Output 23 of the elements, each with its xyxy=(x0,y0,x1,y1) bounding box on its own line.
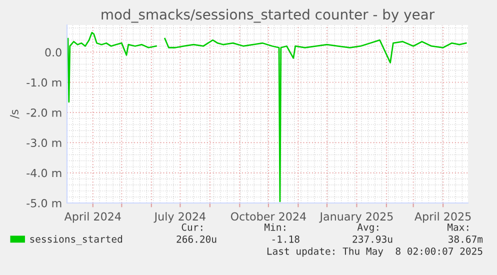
x-tick-label: January 2025 xyxy=(319,212,393,223)
text: Min: xyxy=(264,223,286,231)
x-tick-label: July 2024 xyxy=(154,212,206,223)
y-tick-label: -1.0 m xyxy=(26,78,62,87)
y-axis-title: /s xyxy=(10,110,20,119)
y-tick-label: 0.0 xyxy=(45,48,62,57)
x-tick-label: April 2025 xyxy=(414,212,471,223)
x-tick-label: April 2024 xyxy=(64,212,121,223)
text: Cur: xyxy=(182,223,202,231)
y-tick-label: -5.0 m xyxy=(26,198,62,208)
text: Avg: xyxy=(357,224,378,233)
y-tick-label: -3.0 m xyxy=(26,138,62,148)
x-tick-label: October 2024 xyxy=(230,212,306,221)
text: 237.93u xyxy=(352,235,392,243)
text: 38.67m xyxy=(448,235,483,243)
chart-title: mod_smacks/sessions_started counter - by year xyxy=(102,8,435,23)
text: -1.18 xyxy=(272,235,300,243)
text: Last update: Thu May 8 02:00:07 2025 xyxy=(267,247,482,257)
text: Max: xyxy=(448,224,468,231)
legend-label: sessions_started xyxy=(30,235,122,245)
y-tick-label: -2.0 m xyxy=(26,108,62,117)
text: 266.20u xyxy=(176,235,216,243)
y-tick-label: -4.0 m xyxy=(26,168,62,178)
